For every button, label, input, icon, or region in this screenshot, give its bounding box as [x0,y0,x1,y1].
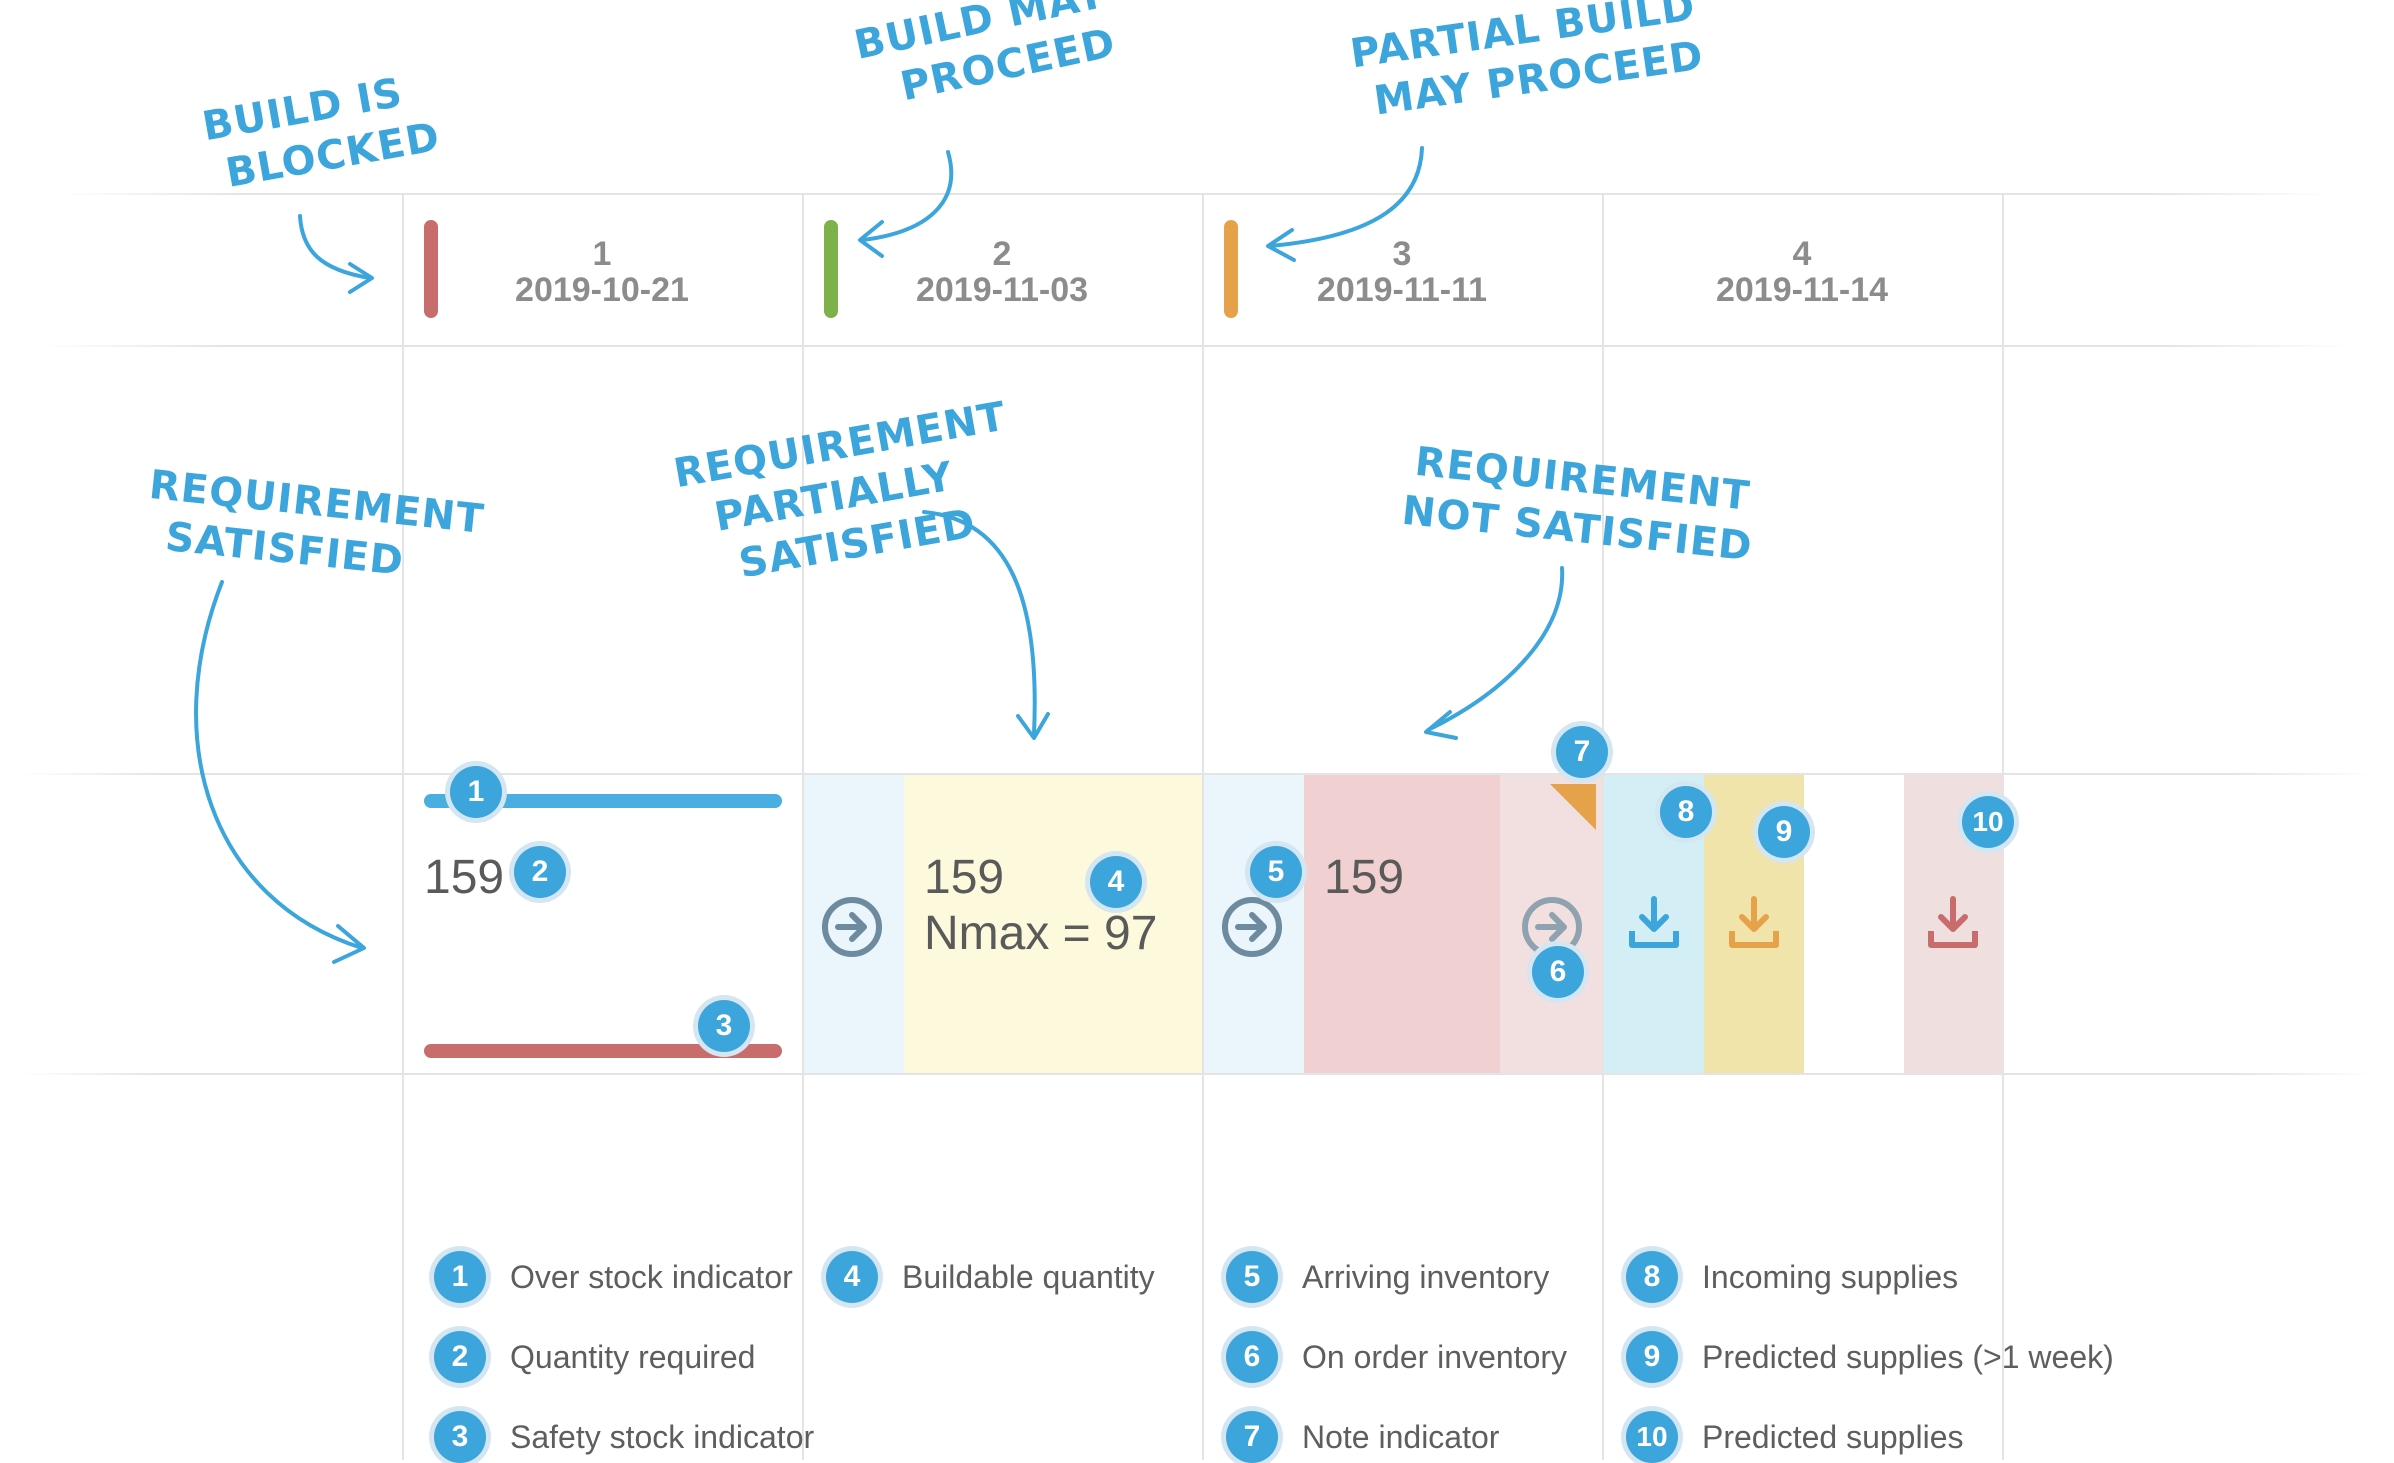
period-date: 2019-10-21 [515,271,689,309]
grid-column-line [402,193,404,1460]
legend-label: Incoming supplies [1702,1259,1959,1295]
grid-line-header-bottom [40,345,2350,347]
arrow-to-satisfied [194,580,364,950]
legend-label: Over stock indicator [510,1259,793,1295]
over-stock-indicator [424,794,782,808]
arrow-right-circle-icon [1222,897,1282,957]
legend-badge: 3 [434,1411,486,1463]
status-bar-partial [1224,220,1238,318]
period-date: 2019-11-11 [1316,271,1488,309]
badge-predicted-supplies: 10 [1962,796,2014,848]
legend-badge: 7 [1226,1411,1278,1463]
grid-line-row-top [20,773,2374,775]
legend-label: On order inventory [1302,1339,1568,1375]
legend-label: Predicted supplies (>1 week) [1702,1339,2114,1375]
badge-note: 7 [1556,726,1608,778]
legend-badge: 8 [1626,1251,1678,1303]
buildable-quantity: 159 [924,851,1005,904]
badge-over-stock: 1 [450,766,502,818]
arrow-to-not-satisfied [1426,566,1565,732]
legend-label: Arriving inventory [1302,1259,1550,1295]
period-date: 2019-11-03 [915,271,1089,309]
badge-quantity-required: 2 [514,846,566,898]
legend-badge: 2 [434,1331,486,1383]
status-bar-blocked [424,220,438,318]
badge-on-order: 6 [1532,946,1584,998]
period-number: 3 [1392,235,1412,273]
arrow-to-partially [922,510,1037,736]
grid-column-line [802,193,804,1460]
legend-badge: 4 [826,1251,878,1303]
legend-badge: 9 [1626,1331,1678,1383]
arrow-to-blocked [298,214,372,280]
note-corner-icon [1550,784,1596,830]
buildable-nmax: Nmax = 97 [924,907,1158,960]
download-tray-icon [1629,896,1679,948]
shortage-cell [1304,775,1500,1073]
legend-label: Predicted supplies [1702,1419,1964,1455]
arrow-to-may-proceed [860,150,954,242]
status-bar-may-proceed [824,220,838,318]
safety-stock-indicator [424,1044,782,1058]
arrow-right-circle-icon [822,897,882,957]
grid-line-row-bottom [20,1073,2374,1075]
period-number: 1 [592,235,612,273]
badge-arriving-inventory: 5 [1250,846,1302,898]
legend-label: Safety stock indicator [510,1419,815,1455]
quantity-required: 159 [1324,851,1405,904]
arrow-to-partial [1268,146,1424,248]
download-tray-icon [1928,896,1978,948]
buildable-quantity-cell [904,775,1202,1073]
period-number: 4 [1792,235,1812,273]
legend-badge: 5 [1226,1251,1278,1303]
quantity-required: 159 [424,851,505,904]
period-date: 2019-11-14 [1715,271,1889,309]
legend-badge: 10 [1626,1411,1678,1463]
badge-predicted-week: 9 [1758,806,1810,858]
badge-buildable-quantity: 4 [1090,856,1142,908]
badge-safety-stock: 3 [698,1000,750,1052]
grid-column-line [1602,193,1604,1460]
download-tray-icon [1729,896,1779,948]
legend-label: Buildable quantity [902,1259,1155,1295]
period-number: 2 [992,235,1012,273]
legend-badge: 6 [1226,1331,1278,1383]
legend-badge: 1 [434,1251,486,1303]
grid-line-top [60,193,2330,195]
legend-label: Quantity required [510,1339,756,1375]
badge-incoming-supplies: 8 [1660,786,1712,838]
grid-column-line [1202,193,1204,1460]
legend-label: Note indicator [1302,1419,1500,1455]
